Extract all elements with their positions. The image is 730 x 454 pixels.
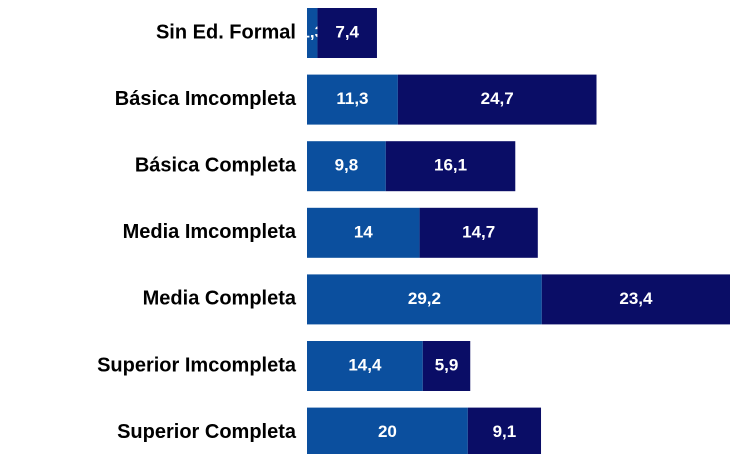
- bar-segment: [307, 207, 420, 258]
- bar-segment: [419, 207, 538, 258]
- bar-segment: [307, 74, 398, 125]
- bar-segment: [467, 407, 542, 454]
- category-label: Superior Completa: [117, 421, 297, 443]
- bar-segment: [307, 274, 542, 325]
- value-label: 24,7: [481, 89, 514, 108]
- category-label: Media Completa: [143, 288, 297, 310]
- bar-segment: [385, 141, 516, 192]
- bar-segment: [307, 407, 468, 454]
- value-label: 5,9: [435, 355, 459, 374]
- category-label: Media Imcompleta: [123, 221, 297, 243]
- value-label: 9,1: [493, 422, 517, 441]
- bar-segment: [307, 341, 423, 391]
- value-label: 14: [354, 222, 373, 241]
- value-label: 7,4: [335, 22, 359, 41]
- value-label: 23,4: [619, 289, 653, 308]
- value-label: 16,1: [434, 156, 467, 175]
- bar-segment: [397, 74, 597, 125]
- category-label: Superior Imcompleta: [97, 354, 297, 376]
- bar-segment: [422, 341, 471, 391]
- value-label: 14,4: [348, 355, 382, 374]
- bar-segment: [541, 274, 730, 325]
- category-label: Básica Completa: [135, 154, 297, 176]
- category-label: Básica Imcompleta: [115, 88, 297, 110]
- value-label: 29,2: [408, 289, 441, 308]
- bar-segment: [317, 8, 377, 58]
- value-label: 9,8: [335, 156, 359, 175]
- value-label: 14,7: [462, 222, 495, 241]
- value-label: 20: [378, 422, 397, 441]
- value-label: 11,3: [336, 89, 368, 108]
- category-label: Sin Ed. Formal: [156, 21, 296, 43]
- bar-segment: [307, 141, 386, 192]
- bar-segment: [307, 8, 318, 58]
